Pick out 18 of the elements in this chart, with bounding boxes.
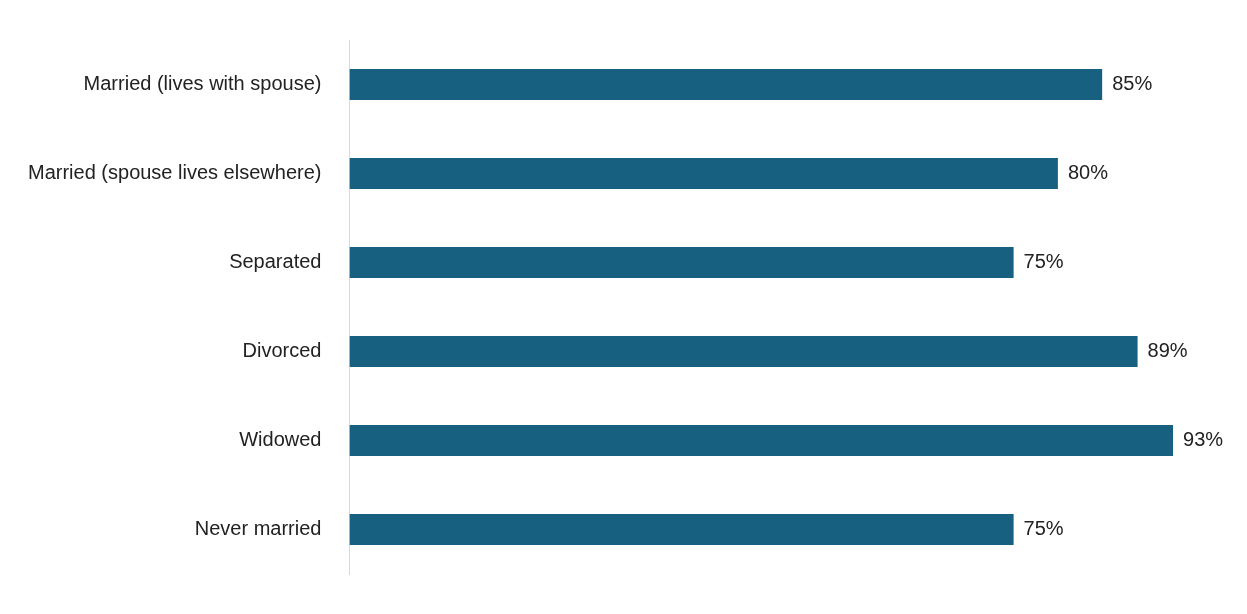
bar (349, 513, 1014, 546)
data-label: 93% (1183, 428, 1224, 451)
bar (349, 335, 1138, 368)
bar (349, 68, 1103, 101)
data-label: 85% (1112, 72, 1153, 95)
y-tick-label: Married (spouse lives elsewhere) (27, 161, 322, 184)
y-tick-label: Never married (194, 517, 322, 540)
data-label: 75% (1023, 517, 1064, 540)
y-tick-label: Widowed (239, 428, 322, 451)
data-label: 80% (1067, 161, 1109, 184)
bar (349, 246, 1014, 279)
data-label: 89% (1147, 339, 1188, 362)
y-tick-label: Divorced (242, 339, 322, 362)
bar (349, 157, 1058, 190)
bar (349, 424, 1174, 457)
y-tick-label: Married (lives with spouse) (83, 72, 322, 95)
y-tick-label: Separated (229, 250, 322, 273)
data-label: 75% (1023, 250, 1064, 273)
